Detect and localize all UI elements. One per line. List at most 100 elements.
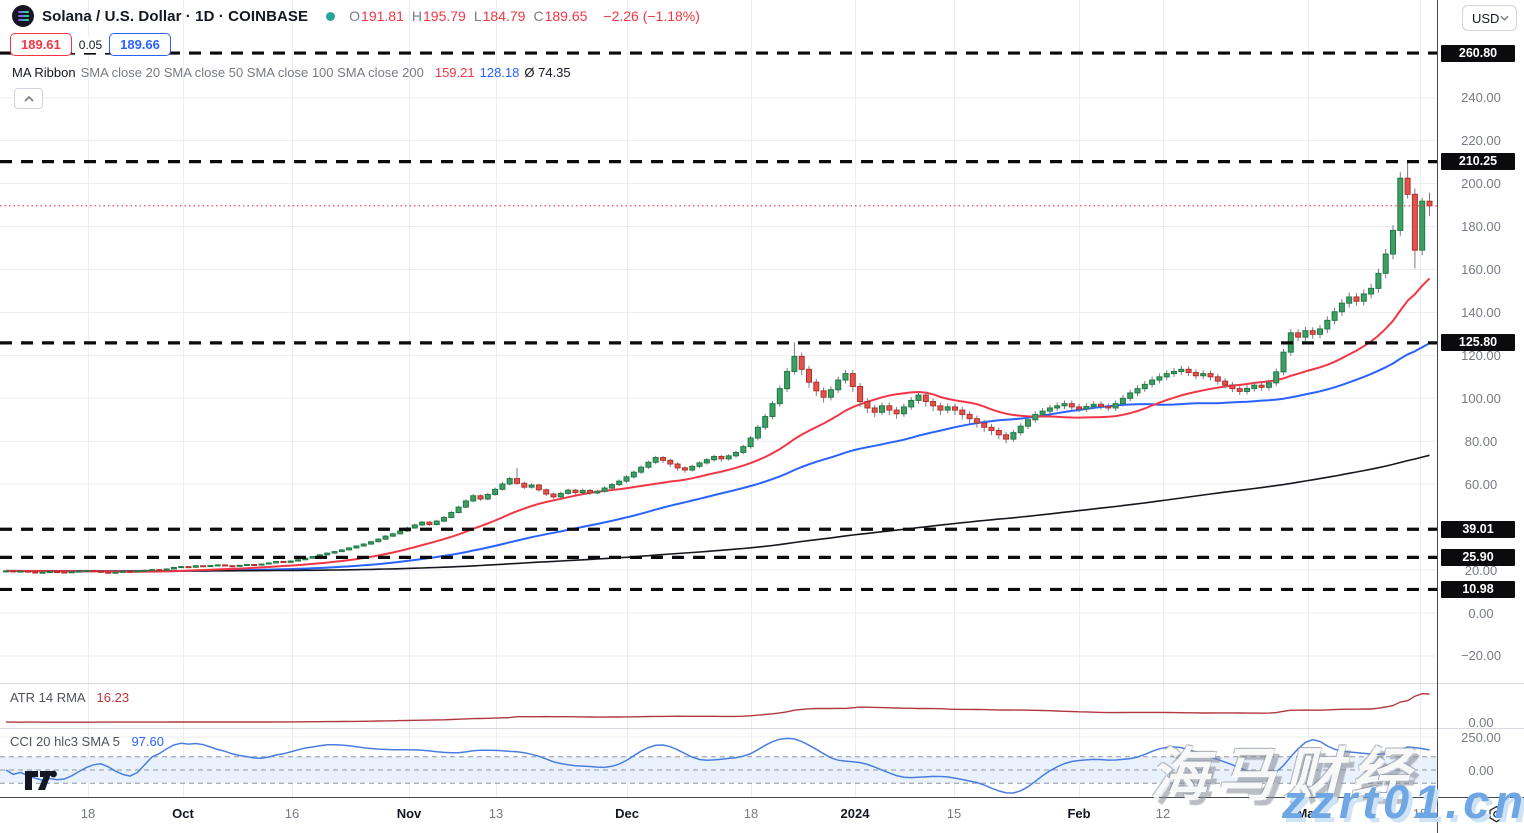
ohlc-key: L — [473, 8, 482, 24]
candle-body — [127, 570, 134, 573]
sma200-line — [6, 454, 1430, 572]
candle-body — [10, 570, 17, 573]
candle-body — [667, 459, 674, 465]
candle-body — [1317, 328, 1323, 335]
candle-body — [1375, 272, 1382, 289]
candle-body — [952, 406, 958, 411]
time-tick-label: 18 — [743, 806, 759, 821]
time-tick-label: 2024 — [840, 806, 870, 821]
candle-body — [156, 569, 163, 572]
candle-body — [1229, 384, 1236, 390]
candle-body — [587, 489, 593, 494]
market-open-dot-icon[interactable] — [326, 11, 336, 21]
candle-body — [1149, 379, 1156, 385]
candle-body — [557, 492, 564, 498]
candle-body — [813, 381, 820, 392]
candle-body — [1302, 330, 1309, 338]
candle-body — [280, 560, 287, 563]
time-tick-label: Nov — [396, 806, 422, 821]
candle-body — [1251, 384, 1258, 389]
candle-body — [988, 426, 995, 432]
candle-body — [922, 394, 929, 403]
price-tick-label: 80.00 — [1464, 433, 1498, 449]
time-tick-label: Dec — [615, 806, 639, 821]
time-tick-label: Feb — [1067, 806, 1091, 821]
candle-body — [1273, 371, 1280, 384]
ma-ribbon-legend[interactable]: MA Ribbon SMA close 20 SMA close 50 SMA … — [12, 65, 571, 80]
buy-ask-button[interactable]: 189.66 — [109, 33, 171, 56]
price-change: −2.26 (−1.18%) — [603, 8, 700, 24]
candle-body — [455, 506, 462, 514]
candle-body — [149, 569, 155, 572]
atr-value: 16.23 — [96, 690, 130, 705]
cci-pane-legend[interactable]: CCI 20 hlc3 SMA 5 97.60 — [10, 734, 164, 749]
candle-body — [382, 535, 389, 540]
candle-body — [754, 426, 761, 439]
candle-body — [864, 401, 871, 409]
candle-body — [1331, 311, 1338, 321]
ohlc-key: H — [411, 8, 422, 24]
candle-body — [426, 521, 433, 526]
indicator-name: MA Ribbon — [12, 65, 76, 80]
price-tick-label: 120.00 — [1461, 347, 1501, 363]
price-tick-label: 240.00 — [1461, 90, 1501, 106]
price-tick-label: 100.00 — [1461, 390, 1501, 406]
candle-body — [1156, 376, 1163, 381]
ohlc-key: C — [533, 8, 544, 24]
atr-tick-label: 0.00 — [1468, 714, 1494, 730]
price-tick-label: 0.00 — [1468, 605, 1494, 621]
candle-body — [1039, 410, 1046, 415]
solana-logo-icon — [12, 5, 34, 27]
candle-body — [966, 413, 973, 420]
atr-pane-legend[interactable]: ATR 14 RMA 16.23 — [10, 690, 129, 705]
candle-body — [1098, 403, 1104, 407]
candle-body — [1134, 388, 1141, 394]
candle-body — [842, 373, 849, 381]
candle-body — [835, 379, 842, 391]
candle-body — [338, 549, 345, 553]
candle-body — [871, 407, 878, 413]
price-tick-label: 180.00 — [1461, 219, 1501, 235]
candle-body — [762, 416, 769, 428]
candle-body — [893, 409, 900, 415]
candle-body — [17, 570, 24, 573]
candle-body — [1346, 296, 1353, 304]
candle-body — [1083, 405, 1090, 410]
candle-body — [54, 571, 61, 574]
candle-body — [660, 457, 666, 461]
cci-label: CCI 20 hlc3 SMA 5 — [10, 734, 120, 749]
candle-body — [674, 463, 681, 469]
candle-body — [441, 516, 447, 522]
ohlc-value: 191.81 — [361, 8, 404, 24]
candle-body — [411, 524, 418, 529]
indicator-params: SMA close 20 SMA close 50 SMA close 100 … — [80, 65, 424, 80]
sell-bid-button[interactable]: 189.61 — [10, 33, 72, 56]
candle-body — [462, 500, 469, 508]
price-tick-label: −20.00 — [1460, 648, 1502, 664]
candle-body — [827, 389, 834, 398]
candle-body — [1119, 397, 1126, 405]
candle-body — [346, 547, 353, 551]
candle-body — [119, 570, 126, 573]
collapse-legend-button[interactable] — [14, 88, 43, 109]
candle-body — [448, 512, 455, 518]
price-level-badge: 25.90 — [1441, 548, 1515, 566]
tradingview-logo-icon[interactable] — [24, 766, 60, 797]
axis-settings-gear-icon[interactable] — [1486, 804, 1507, 830]
candle-body — [886, 405, 893, 411]
candle-body — [112, 571, 119, 574]
candle-body — [287, 560, 294, 563]
candle-body — [39, 571, 46, 574]
symbol-title[interactable]: Solana / U.S. Dollar · 1D · COINBASE — [42, 7, 309, 25]
currency-dropdown[interactable]: USD — [1462, 5, 1517, 31]
candle-body — [273, 560, 280, 564]
candle-body — [185, 566, 192, 569]
candle-body — [1419, 200, 1426, 251]
candle-body — [484, 493, 491, 500]
candle-body — [1054, 405, 1061, 409]
candle-body — [1295, 332, 1302, 338]
candle-body — [331, 551, 338, 554]
candle-body — [97, 570, 104, 573]
candle-body — [776, 388, 783, 405]
